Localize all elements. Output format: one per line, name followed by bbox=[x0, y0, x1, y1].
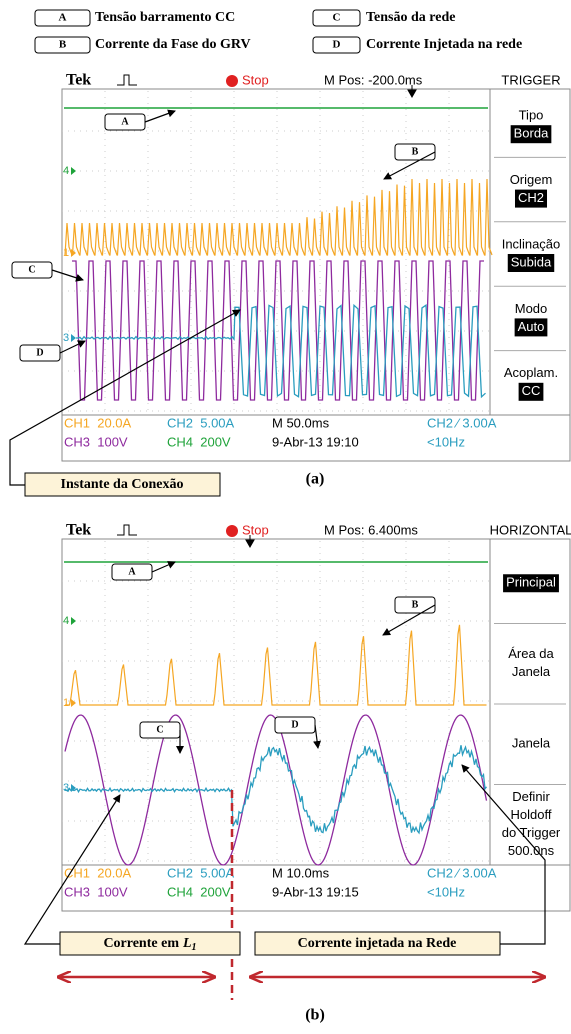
stop-dot bbox=[226, 525, 238, 537]
menu-title: TRIGGER bbox=[501, 72, 560, 87]
scope-footer: M 10.0ms bbox=[272, 865, 330, 880]
label-key: A bbox=[59, 12, 67, 24]
legend-label: Tensão da rede bbox=[366, 10, 455, 25]
scope-footer: CH4 200V bbox=[167, 434, 231, 449]
label-key: D bbox=[291, 719, 298, 730]
annotation: Corrente injetada na Rede bbox=[298, 936, 457, 951]
menu-value: CC bbox=[522, 383, 541, 398]
scope-footer: CH2 ⁄ 3.00A bbox=[427, 415, 497, 430]
figure: A Tensão barramento CC B Corrente da Fase d… bbox=[0, 0, 571, 1034]
label-key: B bbox=[412, 146, 419, 157]
menu-label: Tipo bbox=[519, 108, 544, 123]
scope-position: M Pos: 6.400ms bbox=[324, 522, 418, 537]
channel-marker: 3 bbox=[63, 332, 69, 344]
annotation-text: Corrente em bbox=[103, 936, 179, 951]
scope-position: M Pos: -200.0ms bbox=[324, 72, 423, 87]
label-key: C bbox=[156, 724, 163, 735]
menu-title: HORIZONTAL bbox=[490, 522, 571, 537]
annotation: Instante da Conexão bbox=[61, 477, 184, 492]
annotation-symbol: L bbox=[182, 936, 192, 951]
scope-status: Stop bbox=[242, 522, 269, 537]
annotation-subscript: 1 bbox=[192, 942, 197, 953]
scope-footer: CH2 5.00A bbox=[167, 415, 235, 430]
scope-footer: CH2 ⁄ 3.00A bbox=[427, 865, 497, 880]
scope-footer: CH1 20.0A bbox=[64, 415, 132, 430]
legend-label: Tensão barramento CC bbox=[95, 10, 235, 25]
trigger-icon bbox=[117, 75, 137, 85]
menu-label: Janela bbox=[512, 664, 551, 679]
menu-label: Acoplam. bbox=[504, 365, 558, 380]
menu-value: Subida bbox=[511, 254, 552, 269]
scope-footer: 9-Abr-13 19:10 bbox=[272, 434, 359, 449]
menu-value: CH2 bbox=[518, 190, 544, 205]
scope-footer: <10Hz bbox=[427, 434, 465, 449]
label-key: D bbox=[333, 39, 341, 51]
scope-status: Stop bbox=[242, 72, 269, 87]
panel-caption: (a) bbox=[306, 471, 325, 488]
label-key: D bbox=[36, 347, 43, 358]
trigger-icon bbox=[117, 525, 137, 535]
menu-label: Holdoff bbox=[511, 807, 552, 822]
scope-footer: <10Hz bbox=[427, 884, 465, 899]
menu-label: do Trigger bbox=[502, 825, 561, 840]
scope-frame bbox=[62, 539, 570, 911]
stop-dot bbox=[226, 75, 238, 87]
menu-value: Principal bbox=[506, 575, 556, 590]
menu-label: Janela bbox=[512, 736, 551, 751]
menu-value: Borda bbox=[514, 126, 549, 141]
scope-footer: 9-Abr-13 19:15 bbox=[272, 884, 359, 899]
scope-footer: CH4 200V bbox=[167, 884, 231, 899]
panel-caption: (b) bbox=[305, 1007, 325, 1024]
channel-marker: 4 bbox=[63, 615, 69, 627]
scope-footer: CH2 5.00A bbox=[167, 865, 235, 880]
label-key: A bbox=[128, 566, 136, 577]
menu-label: Área da bbox=[508, 646, 554, 661]
legend-label: Corrente Injetada na rede bbox=[366, 37, 522, 52]
menu-label: Definir bbox=[512, 789, 550, 804]
channel-marker: 1 bbox=[63, 247, 69, 259]
menu-label: 500.0ns bbox=[508, 843, 555, 858]
scope-footer: M 50.0ms bbox=[272, 415, 330, 430]
menu-label: Modo bbox=[515, 301, 548, 316]
scope-footer: CH3 100V bbox=[64, 434, 128, 449]
channel-marker: 4 bbox=[63, 165, 69, 177]
scope-frame bbox=[62, 89, 570, 461]
scope-brand: Tek bbox=[66, 522, 91, 539]
scope-footer: CH3 100V bbox=[64, 884, 128, 899]
legend-label: Corrente da Fase do GRV bbox=[95, 37, 251, 52]
menu-value: Auto bbox=[518, 319, 545, 334]
label-key: B bbox=[412, 599, 419, 610]
scope-brand: Tek bbox=[66, 72, 91, 89]
label-key: B bbox=[59, 39, 67, 51]
menu-label: Inclinação bbox=[502, 236, 561, 251]
label-key: A bbox=[121, 116, 129, 127]
channel-marker: 1 bbox=[63, 697, 69, 709]
channel-marker: 3 bbox=[63, 782, 69, 794]
label-key: C bbox=[333, 12, 341, 24]
menu-label: Origem bbox=[510, 172, 553, 187]
label-key: C bbox=[28, 264, 35, 275]
